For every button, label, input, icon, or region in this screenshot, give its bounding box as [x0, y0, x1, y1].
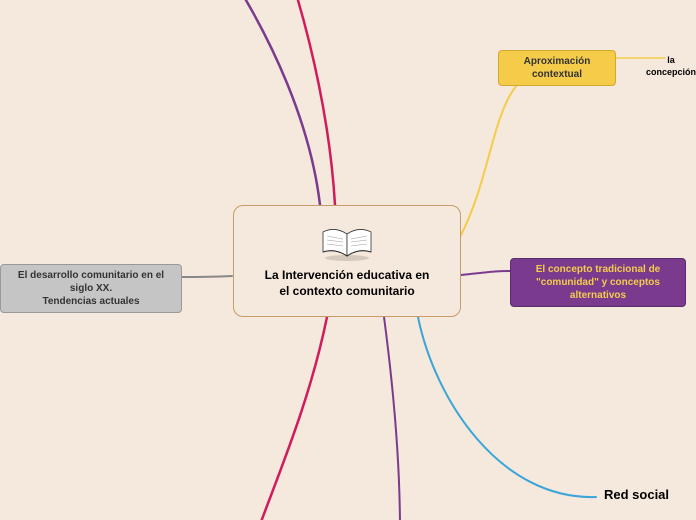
central-title: La Intervención educativa enel contexto …	[265, 268, 430, 299]
node-label: Aproximación contextual	[524, 56, 591, 80]
node-label: la concepción	[646, 55, 696, 77]
node-aproximacion[interactable]: Aproximación contextual	[498, 50, 616, 86]
book-icon	[319, 222, 375, 262]
node-desarrollo[interactable]: El desarrollo comunitario en el siglo XX…	[0, 264, 182, 313]
node-label: El concepto tradicional de"comunidad" y …	[536, 264, 660, 301]
node-label: El desarrollo comunitario en el siglo XX…	[18, 270, 164, 307]
node-red-social[interactable]: Red social	[596, 483, 677, 508]
node-label: Red social	[604, 487, 669, 502]
central-node[interactable]: La Intervención educativa enel contexto …	[233, 205, 461, 317]
node-concepto[interactable]: El concepto tradicional de"comunidad" y …	[510, 258, 686, 307]
node-concepcion[interactable]: la concepción	[642, 53, 696, 80]
